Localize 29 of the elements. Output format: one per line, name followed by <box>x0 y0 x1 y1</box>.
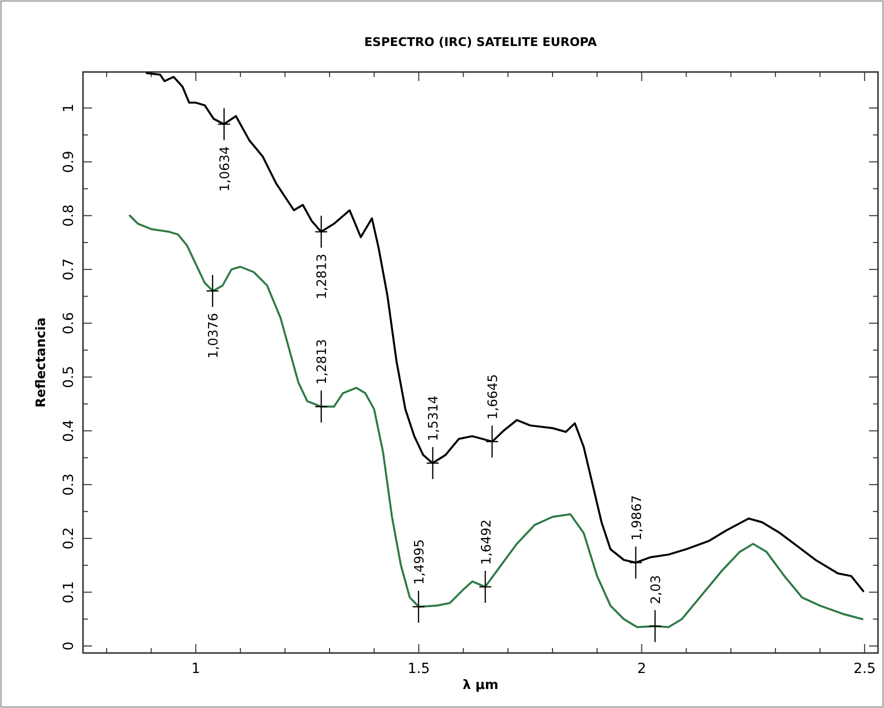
x-tick-label: 2.5 <box>853 661 876 677</box>
annotation: 2,03 <box>649 575 664 604</box>
x-tick-label: 2 <box>637 661 646 677</box>
y-tick-label: 1 <box>61 104 77 113</box>
y-tick-label: 0.2 <box>61 527 77 550</box>
y-tick-label: 0.1 <box>61 581 77 604</box>
y-tick-label: 0.9 <box>61 150 77 173</box>
annotation: 1,4995 <box>412 539 428 585</box>
annotation: 1,9867 <box>630 495 645 541</box>
annotation: 1,0376 <box>206 312 222 358</box>
y-tick-label: 0.5 <box>61 366 77 388</box>
x-tick-label: 1 <box>191 661 200 677</box>
x-tick-label: 1.5 <box>408 661 430 677</box>
chart-title: ESPECTRO (IRC) SATELITE EUROPA <box>364 35 598 49</box>
annotation: 1,0634 <box>218 146 234 192</box>
y-tick-label: 0 <box>61 642 77 650</box>
y-axis-title: Reflectancia <box>34 317 49 408</box>
annotation: 1,2813 <box>315 254 330 300</box>
y-tick-label: 0.6 <box>61 312 77 334</box>
y-tick-label: 0.3 <box>61 473 77 496</box>
line-series <box>128 214 864 628</box>
y-tick-label: 0.4 <box>61 420 77 442</box>
annotation: 1,6645 <box>486 374 502 420</box>
annotation: 1,2813 <box>315 339 330 385</box>
annotation: 1,6492 <box>479 519 494 565</box>
y-tick-label: 0.7 <box>61 258 77 281</box>
y-tick-label: 0.8 <box>61 204 77 227</box>
annotation: 1,5314 <box>426 396 442 442</box>
x-axis-title: λ μm <box>462 678 498 693</box>
